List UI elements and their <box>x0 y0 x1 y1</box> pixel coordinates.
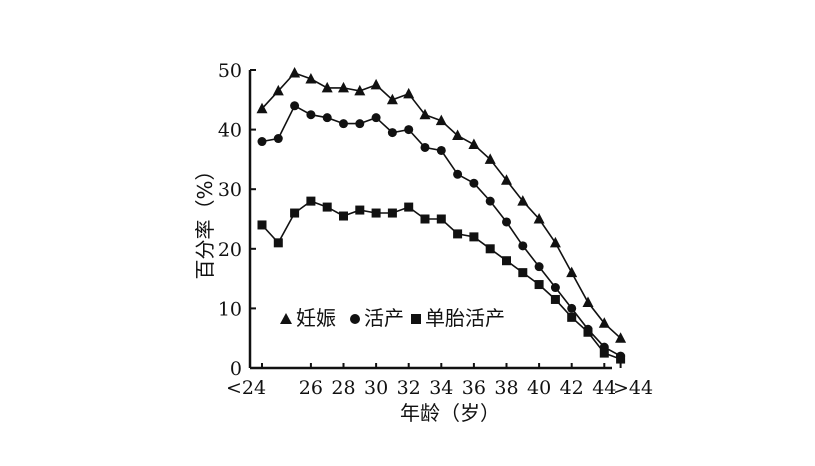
x-tick-label: 26 <box>299 377 323 399</box>
data-point-circle <box>371 113 381 123</box>
data-point-triangle <box>452 129 464 141</box>
data-point-circle <box>469 178 479 188</box>
x-tick-label: 30 <box>364 377 388 399</box>
data-point-circle <box>550 283 560 293</box>
x-axis-title: 年龄（岁） <box>400 401 500 425</box>
data-point-triangle <box>468 138 480 149</box>
data-point-triangle <box>582 296 594 307</box>
data-point-circle <box>387 128 397 138</box>
data-point-triangle <box>517 195 529 206</box>
legend-label-live-birth: 活产 <box>364 306 404 330</box>
data-point-triangle <box>256 102 268 114</box>
data-point-square <box>567 312 577 322</box>
data-point-circle <box>567 303 577 313</box>
data-point-square <box>502 256 511 266</box>
legend-label-singleton-live-birth: 单胎活产 <box>425 306 505 330</box>
data-point-triangle <box>338 81 349 93</box>
data-point-triangle <box>403 87 415 99</box>
data-point-square <box>469 232 479 242</box>
x-tick-label: 42 <box>560 377 584 399</box>
x-tick-label: 28 <box>331 377 355 399</box>
series-layer <box>256 66 627 364</box>
y-axis-title: 百分率（%） <box>193 160 217 279</box>
legend-label-pregnancy: 妊娠 <box>296 306 336 330</box>
legend: 妊娠 活产 单胎活产 <box>280 306 505 330</box>
series-line-square <box>261 200 621 360</box>
data-point-square <box>371 208 381 218</box>
data-point-square <box>257 220 267 230</box>
x-tick-label: 36 <box>462 377 486 399</box>
data-point-circle <box>436 145 446 155</box>
data-point-square <box>404 202 414 212</box>
data-point-triangle <box>501 174 512 185</box>
data-point-square <box>355 205 365 215</box>
x-tick-label: 34 <box>429 377 453 399</box>
x-tick-label: 40 <box>527 377 551 399</box>
data-point-circle <box>485 196 495 206</box>
data-point-triangle <box>321 81 333 93</box>
data-point-square <box>339 211 348 221</box>
data-point-circle <box>355 119 365 129</box>
x-ticks: <24 26 28 30 32 34 36 38 40 42 44>44 <box>226 363 653 399</box>
x-tick-label: 32 <box>397 377 421 399</box>
y-tick-label: 10 <box>218 298 242 320</box>
data-point-square <box>518 268 528 278</box>
data-point-triangle <box>272 84 284 96</box>
data-point-circle <box>290 101 300 111</box>
data-point-triangle <box>386 93 398 105</box>
data-point-triangle <box>419 108 431 120</box>
x-tick-label: 38 <box>494 377 518 399</box>
data-point-square <box>453 229 463 239</box>
series-line-triangle <box>261 72 622 339</box>
data-point-square <box>322 202 332 212</box>
data-point-triangle <box>370 78 382 90</box>
data-point-circle <box>404 125 414 135</box>
data-point-triangle <box>484 153 496 164</box>
data-point-square <box>306 196 316 206</box>
data-point-square <box>550 294 560 304</box>
y-ticks: 0 10 20 30 40 50 <box>218 60 256 380</box>
data-point-square <box>290 208 300 218</box>
data-point-circle <box>257 137 267 147</box>
data-point-square <box>534 280 544 290</box>
y-tick-label: 0 <box>230 358 242 380</box>
data-point-square <box>436 214 446 224</box>
data-point-square <box>599 348 609 358</box>
data-point-square <box>273 238 283 248</box>
y-tick-label: 20 <box>218 239 242 261</box>
data-point-triangle <box>533 213 545 224</box>
data-point-circle <box>453 169 463 179</box>
legend-marker-circle <box>350 314 360 324</box>
data-point-square <box>583 327 593 337</box>
data-point-triangle <box>615 332 627 343</box>
data-point-circle <box>420 142 430 152</box>
x-tick-label: 44 <box>592 377 616 399</box>
data-point-square <box>616 354 626 364</box>
data-point-circle <box>339 119 348 129</box>
data-point-circle <box>306 110 316 120</box>
data-point-triangle <box>598 317 610 328</box>
legend-marker-square <box>411 314 421 324</box>
data-point-triangle <box>435 114 447 126</box>
legend-marker-triangle <box>280 313 292 324</box>
data-point-square <box>420 214 430 224</box>
data-point-circle <box>534 262 544 272</box>
data-point-circle <box>322 113 332 123</box>
y-tick-label: 40 <box>218 120 242 142</box>
data-point-square <box>387 208 397 218</box>
data-point-circle <box>273 134 283 144</box>
data-point-circle <box>502 217 511 227</box>
data-point-triangle <box>354 84 366 96</box>
data-point-square <box>485 244 495 254</box>
data-point-triangle <box>289 66 301 78</box>
data-point-triangle <box>305 72 317 84</box>
y-tick-label: 50 <box>218 60 242 82</box>
data-point-triangle <box>566 266 578 278</box>
data-point-triangle <box>549 236 561 248</box>
x-tick-label: <24 <box>226 377 266 399</box>
y-tick-label: 30 <box>218 179 242 201</box>
x-tick-label: >44 <box>613 377 653 399</box>
data-point-circle <box>518 241 528 251</box>
